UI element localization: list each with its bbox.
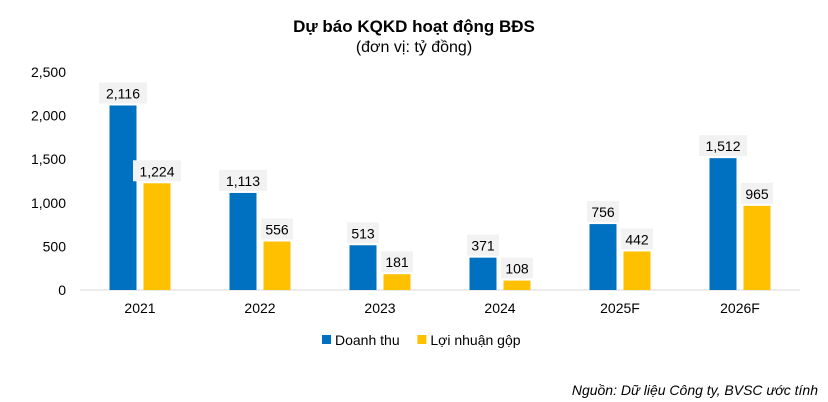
bar-loi-nhuan-gop [263,241,291,290]
data-label-bg [587,201,619,223]
bar-doanh-thu [109,105,137,290]
data-label-bg [347,222,379,244]
bar-loi-nhuan-gop [623,251,651,290]
data-label: 108 [505,261,529,277]
legend-label: Doanh thu [335,332,400,348]
bar-doanh-thu [349,245,377,290]
bar-loi-nhuan-gop [143,183,171,290]
data-label: 371 [471,238,495,254]
data-label-bg [219,169,267,191]
bars: 2,116 1,224 1,113 556 513 181 371 108 756 442 1,51… [99,82,773,290]
chart-title: Dự báo KQKD hoạt động BĐS [293,17,535,36]
bar-doanh-thu [709,158,737,290]
y-tick-label: 0 [58,282,66,298]
data-label-bg [467,234,499,256]
data-label: 756 [591,204,615,220]
data-label: 513 [351,225,375,241]
data-label-bg [741,182,773,204]
bar-loi-nhuan-gop [503,280,531,290]
legend-label: Lợi nhuận gộp [430,332,520,348]
data-label: 1,113 [226,173,260,189]
x-tick-label: 2021 [124,300,155,316]
data-label: 1,512 [705,138,740,154]
data-label-bg [501,257,533,279]
source-note: Nguồn: Dữ liệu Công ty, BVSC ước tính [572,382,818,398]
data-label-bg [381,251,413,273]
bar-loi-nhuan-gop [383,274,411,290]
x-axis: 2021 2022 2023 2024 2025F 2026F [124,300,759,316]
x-tick-label: 2023 [364,300,395,316]
data-label: 1,224 [139,163,174,179]
y-tick-label: 1,000 [31,195,66,211]
data-label-bg [621,228,653,250]
legend-swatch [322,335,331,344]
data-label-bg [261,218,293,240]
y-tick-label: 2,500 [31,64,66,80]
data-label: 181 [385,254,409,270]
y-tick-label: 1,500 [31,151,66,167]
data-label: 556 [265,222,289,238]
legend-swatch [417,335,427,344]
legend: Doanh thu Lợi nhuận gộp [322,332,521,348]
y-tick-label: 2,000 [31,108,66,124]
data-label-bg [133,160,181,182]
bar-loi-nhuan-gop [743,205,771,290]
y-tick-label: 500 [43,238,67,254]
x-tick-label: 2022 [244,300,275,316]
data-label: 442 [625,231,649,247]
data-label: 965 [745,186,769,202]
chart-subtitle: (đơn vị: tỷ đồng) [356,39,472,56]
x-tick-label: 2025F [600,300,640,316]
data-label-bg [699,135,747,157]
y-axis: 0 500 1,000 1,500 2,000 2,500 [31,64,66,298]
x-tick-label: 2026F [720,300,760,316]
data-label-bg [99,82,147,104]
data-label: 2,116 [106,85,140,101]
bar-doanh-thu [469,257,497,290]
bar-doanh-thu [229,192,257,290]
x-tick-label: 2024 [484,300,515,316]
bar-doanh-thu [589,224,617,290]
